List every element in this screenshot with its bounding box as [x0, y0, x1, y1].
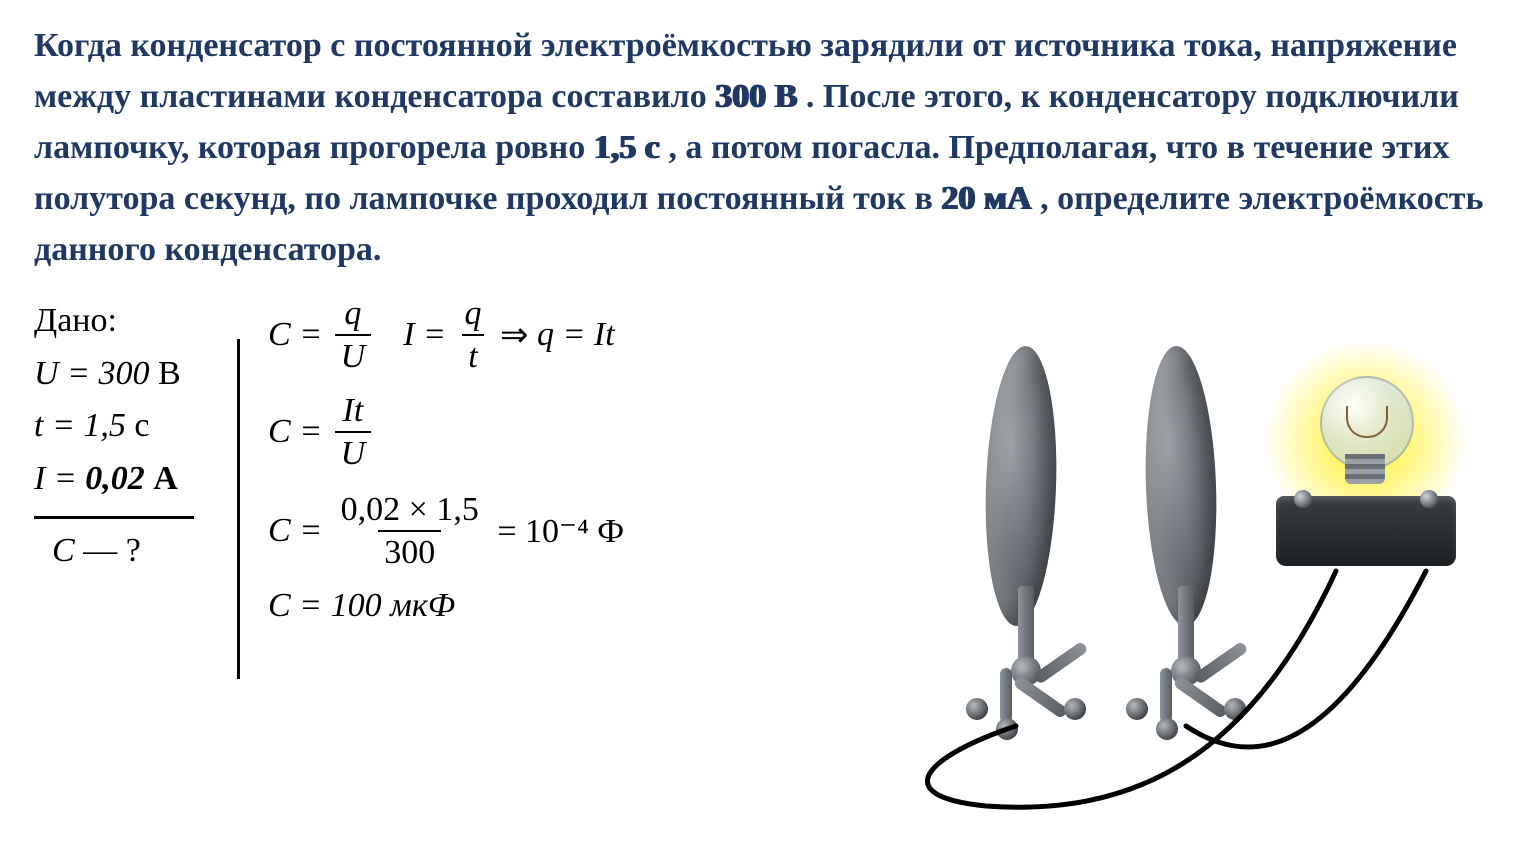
given-voltage: U = 300 В: [34, 348, 224, 401]
eq-answer: C = 100 мкФ: [268, 587, 455, 625]
light-bulb-icon: [1320, 376, 1410, 496]
value-time: 1,5 с: [594, 129, 660, 166]
eq-i-q-t: I = q t ⇒ q = It: [403, 295, 615, 376]
given-block: Дано: U = 300 В t = 1,5 с I = 0,02 А C —…: [34, 295, 240, 577]
capacitor-plate-right-icon: [1141, 345, 1221, 627]
equation-answer: C = 100 мкФ: [268, 587, 624, 625]
problem-statement: Когда конденсатор с постоянной электроём…: [34, 20, 1506, 275]
equation-row-3: C = 0,02 × 1,5 300 = 10⁻⁴ Ф: [268, 491, 624, 572]
value-current: 20 мА: [941, 180, 1031, 217]
capacitor-plate-left-icon: [981, 345, 1061, 627]
given-heading: Дано:: [34, 295, 224, 348]
lamp-base-icon: [1276, 496, 1456, 566]
value-voltage: 300 В: [715, 78, 797, 115]
equation-row-1: C = q U I = q t ⇒ q = It: [268, 295, 624, 376]
vertical-rule: [237, 339, 240, 679]
solution-block: C = q U I = q t ⇒ q = It: [240, 295, 624, 641]
eq-c-it-u: C = It U: [268, 392, 375, 473]
given-current: I = 0,02 А: [34, 453, 224, 506]
eq-numeric: C = 0,02 × 1,5 300 = 10⁻⁴ Ф: [268, 491, 624, 572]
physics-slide: Когда конденсатор с постоянной электроём…: [0, 0, 1540, 864]
plate-stand-right-icon: [1126, 626, 1246, 746]
plate-stand-left-icon: [966, 626, 1086, 746]
given-time: t = 1,5 с: [34, 400, 224, 453]
given-divider: [34, 516, 194, 519]
capacitor-lamp-diagram: [866, 336, 1506, 836]
eq-c-q-u: C = q U: [268, 295, 375, 376]
given-find: C — ?: [34, 525, 224, 578]
equation-row-2: C = It U: [268, 392, 624, 473]
